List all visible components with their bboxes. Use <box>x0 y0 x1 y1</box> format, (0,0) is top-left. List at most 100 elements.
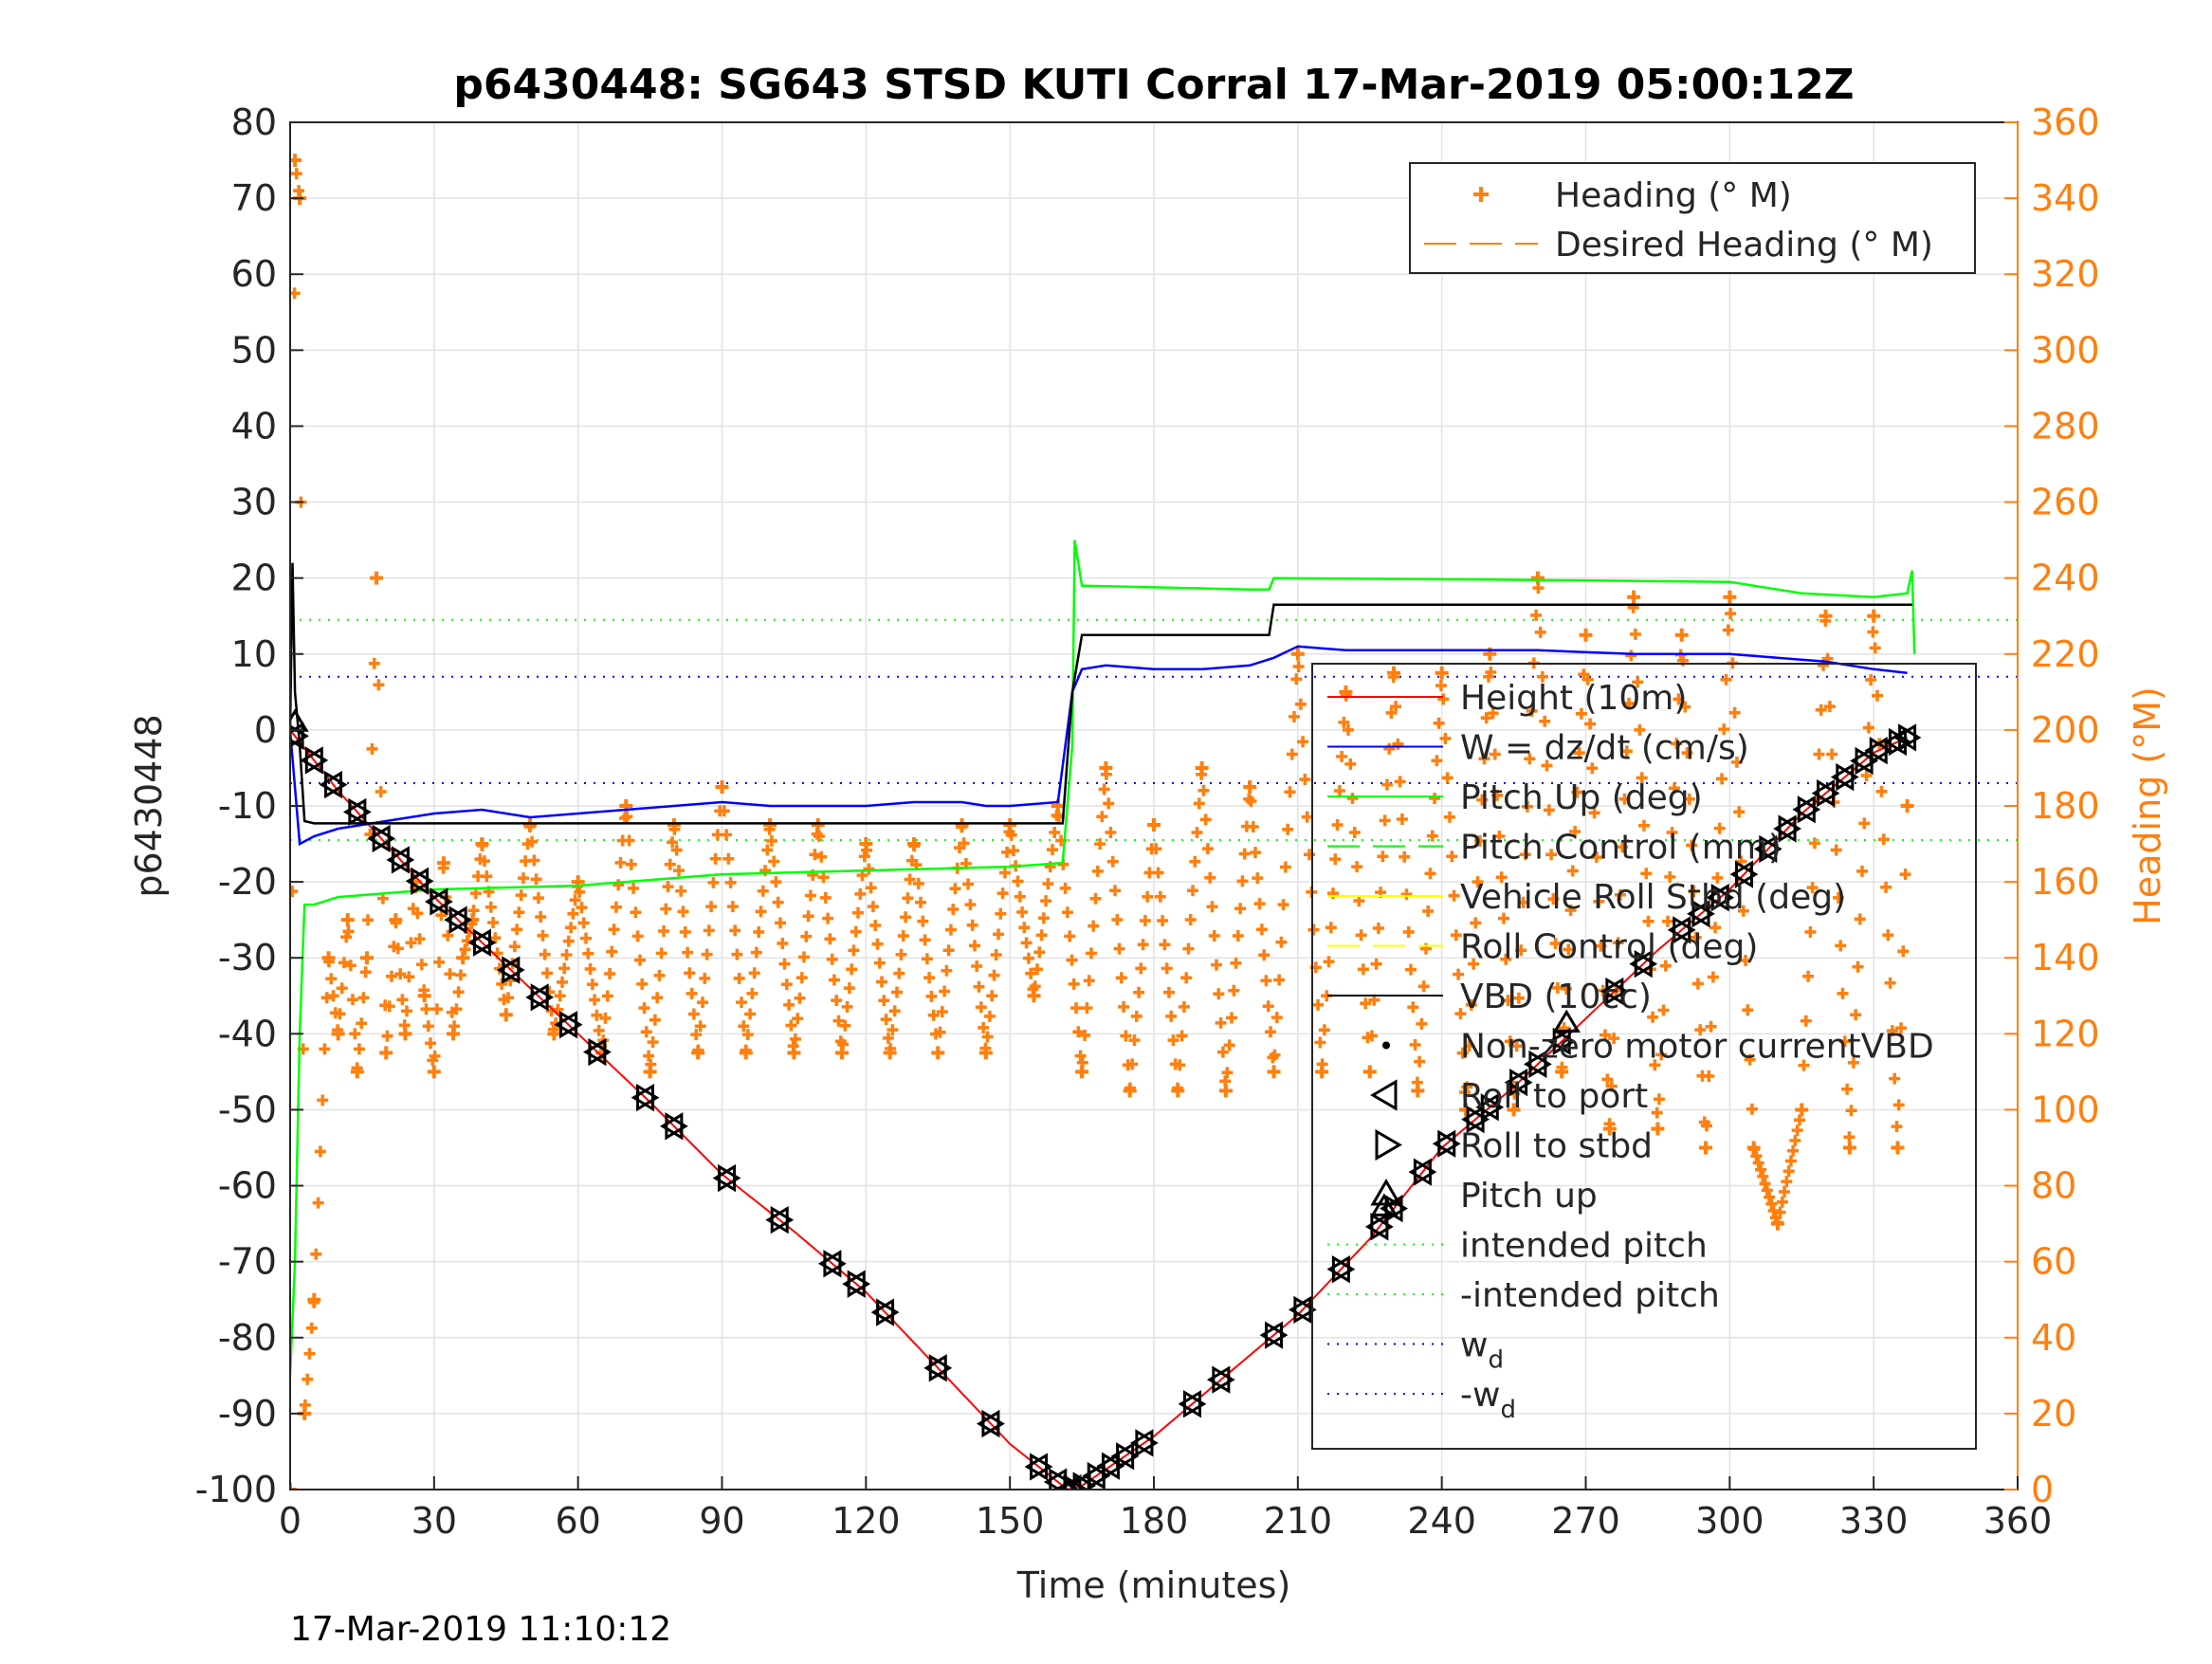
y2-tick-label: 40 <box>2031 1317 2076 1359</box>
footer-timestamp: 17-Mar-2019 11:10:12 <box>290 1610 671 1649</box>
roll-to-stbd-marker <box>1898 723 1922 752</box>
roll-to-port-marker <box>1753 834 1778 864</box>
roll-to-port-marker <box>1547 1027 1571 1055</box>
y-tick-label: 50 <box>231 329 277 371</box>
heading-point <box>1627 590 1641 604</box>
roll-to-port-marker <box>1830 762 1855 792</box>
roll-to-port-marker <box>1667 916 1691 944</box>
roll-to-stbd-marker <box>1072 1472 1096 1490</box>
heading-point <box>1900 799 1914 813</box>
roll-to-port-marker <box>367 824 391 853</box>
roll-to-stbd-marker <box>1817 778 1840 808</box>
axis-ticks: 0 30 60 90 120 150 180 210 240 270 300 330 360807060… <box>195 101 2100 1542</box>
roll-to-stbd-marker <box>718 1163 741 1193</box>
roll-to-stbd-marker <box>372 824 396 853</box>
roll-to-stbd-marker <box>530 983 555 1012</box>
roll-to-port-marker <box>1110 1442 1135 1471</box>
roll-to-port-marker <box>1288 1295 1312 1325</box>
roll-to-stbd-marker <box>1778 814 1801 843</box>
roll-to-stbd-marker <box>324 770 348 799</box>
legend-label: -intended pitch <box>1460 1276 1720 1315</box>
roll-to-port-marker <box>1058 1474 1082 1490</box>
y-tick-label: -60 <box>218 1165 277 1207</box>
roll-to-stbd-marker <box>1759 834 1782 864</box>
roll-to-stbd-marker <box>665 1112 688 1141</box>
y2-tick-label: 140 <box>2031 937 2100 978</box>
heading-point <box>1290 647 1305 661</box>
roll-to-port-marker <box>659 1112 684 1141</box>
roll-to-port-marker <box>1687 900 1710 928</box>
roll-to-stbd-marker <box>1528 1050 1552 1079</box>
legend-swatch <box>1375 1128 1402 1161</box>
y-tick-label: -50 <box>218 1088 277 1130</box>
series-line <box>290 645 1908 847</box>
y2-tick-label: 0 <box>2031 1469 2054 1510</box>
roll-to-stbd-marker <box>1116 1442 1140 1471</box>
x-tick-label: 360 <box>1983 1500 2053 1542</box>
heading-point <box>1723 590 1737 604</box>
roll-to-port-marker <box>1326 1255 1350 1284</box>
roll-to-port-marker <box>1206 1365 1231 1394</box>
roll-to-stbd-marker <box>430 887 453 916</box>
y2-tick-label: 120 <box>2031 1013 2100 1054</box>
heading-point <box>359 951 374 965</box>
roll-to-stbd-marker <box>1836 762 1859 792</box>
y-tick-label: 20 <box>231 558 277 599</box>
roll-to-stbd-marker <box>588 1037 612 1067</box>
legend-label: Pitch up <box>1460 1177 1598 1216</box>
roll-to-stbd-marker <box>1370 1213 1394 1241</box>
y2-tick-label: 100 <box>2031 1088 2100 1130</box>
roll-to-stbd-marker <box>1869 736 1893 765</box>
y-tick-label: 80 <box>231 101 277 143</box>
x-tick-label: 270 <box>1551 1500 1620 1542</box>
heading-point <box>1699 1141 1713 1155</box>
roll-to-port-marker <box>631 1083 655 1112</box>
heading-point <box>1867 609 1881 623</box>
y-tick-label: -100 <box>195 1469 277 1510</box>
roll-to-stbd-marker <box>304 746 329 775</box>
legend-label: VBD (10cc) <box>1460 978 1652 1016</box>
legend-label: intended pitch <box>1460 1227 1708 1266</box>
roll-to-stbd-marker <box>1480 1093 1505 1122</box>
roll-to-port-marker <box>870 1298 895 1326</box>
roll-to-port-marker <box>525 983 549 1012</box>
roll-to-port-marker <box>1792 795 1816 824</box>
y2-tick-label: 280 <box>2031 405 2100 447</box>
heading-point <box>1435 666 1449 680</box>
x-tick-label: 240 <box>1407 1500 1476 1542</box>
legend-heading-box <box>1409 162 1976 274</box>
roll-to-port-marker <box>554 1011 578 1039</box>
roll-to-port-marker <box>342 797 367 827</box>
reference-lines <box>290 618 2018 842</box>
y-tick-label: 60 <box>231 253 277 295</box>
roll-to-stbd-marker <box>1710 884 1735 912</box>
heading-point <box>1267 1065 1281 1079</box>
roll-to-port-marker <box>1600 977 1624 1006</box>
roll-to-port-marker <box>1811 778 1836 808</box>
y-tick-label: -40 <box>218 1013 277 1054</box>
roll-to-port-marker <box>467 928 491 957</box>
legend-swatch <box>1370 1079 1398 1111</box>
x-tick-label: 150 <box>976 1500 1045 1542</box>
x-tick-label: 180 <box>1120 1500 1189 1542</box>
x-tick-label: 330 <box>1839 1500 1909 1542</box>
roll-to-port-marker <box>496 956 521 984</box>
heading-point <box>1651 1122 1665 1136</box>
y2-tick-label: 220 <box>2031 633 2100 675</box>
roll-to-port-marker <box>300 746 323 775</box>
legend-label: Roll to port <box>1460 1077 1648 1116</box>
legend-label-subscript: d <box>1500 1396 1516 1424</box>
y-tick-label: 10 <box>231 633 277 675</box>
heading-series <box>290 154 1914 1490</box>
y2-tick-label: 180 <box>2031 785 2100 827</box>
roll-to-stbd-marker <box>1634 949 1658 978</box>
legend-label: Heading (° M) <box>1555 176 1792 215</box>
x-axis-label: Time (minutes) <box>1016 1564 1291 1606</box>
roll-to-stbd-marker <box>391 846 415 874</box>
roll-to-stbd-marker <box>411 867 434 895</box>
roll-to-port-marker <box>1523 1050 1547 1079</box>
roll-to-stbd-marker <box>1466 1105 1490 1134</box>
y-tick-label: -20 <box>218 861 277 903</box>
roll-to-stbd-marker <box>928 1354 953 1382</box>
